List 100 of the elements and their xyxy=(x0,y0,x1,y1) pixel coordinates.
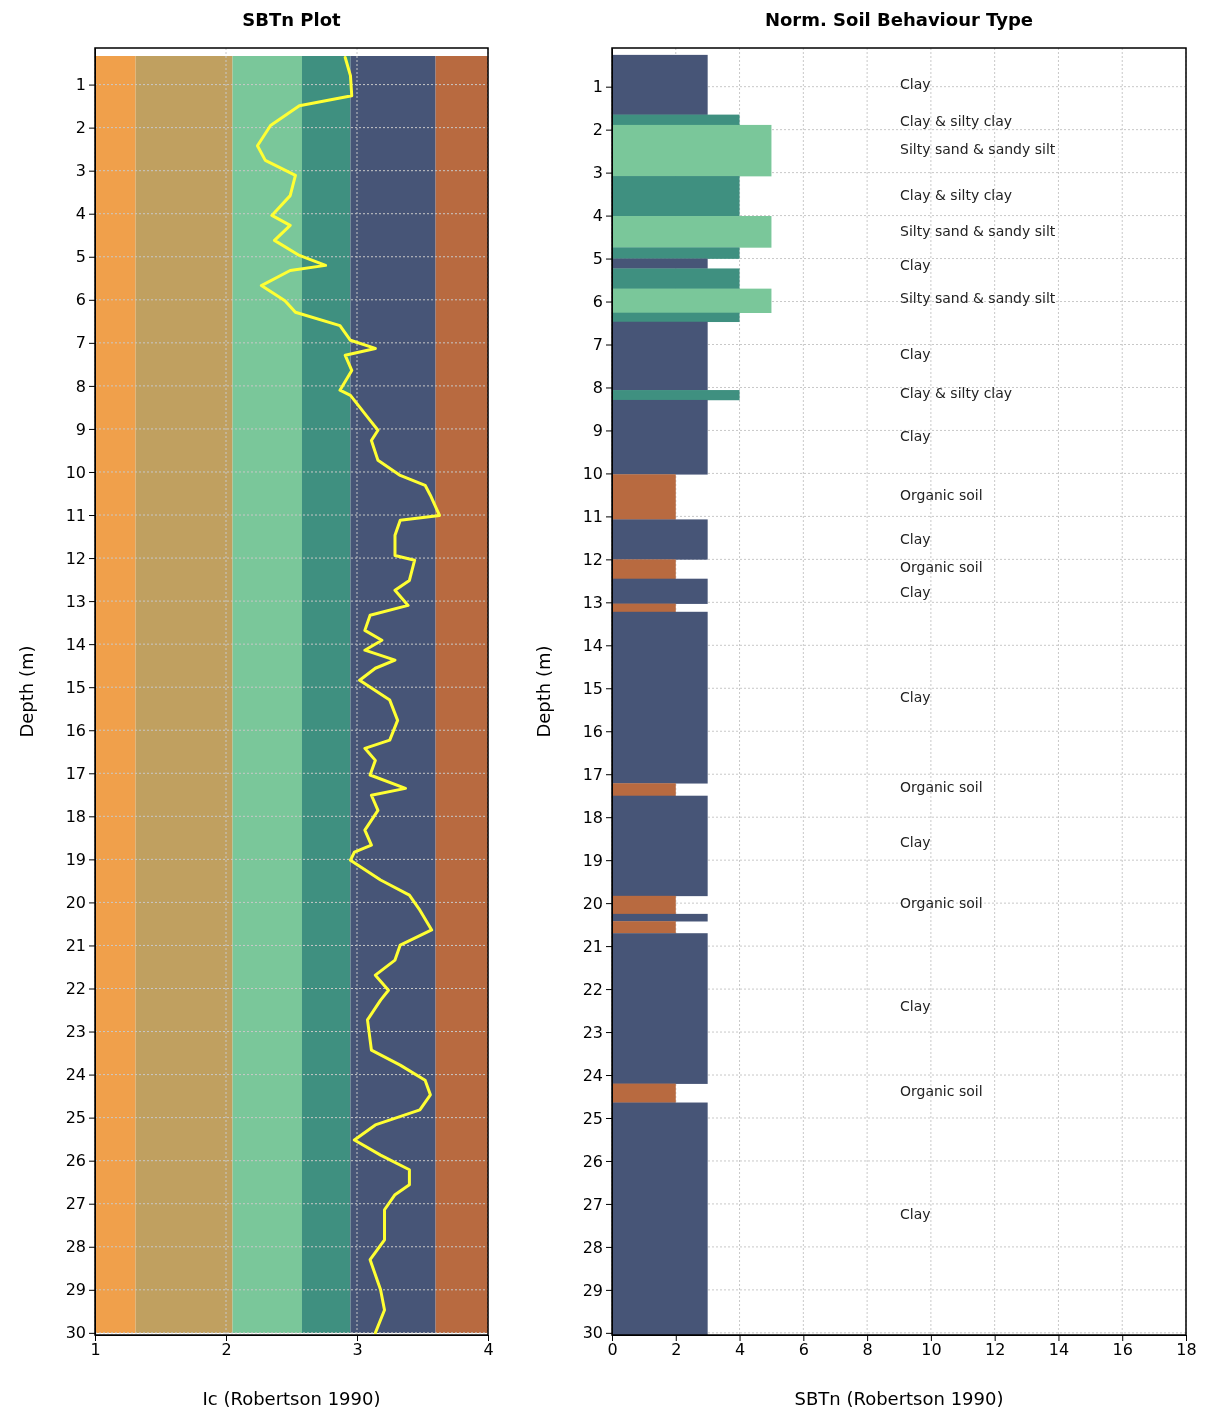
y-tick-label: 17 xyxy=(65,763,86,783)
y-tick-label: 9 xyxy=(75,419,86,439)
y-tick-label: 19 xyxy=(582,850,603,870)
y-tick-label: 13 xyxy=(582,592,603,612)
annotation: Clay & silty clay xyxy=(900,113,1013,129)
y-tick-label: 27 xyxy=(582,1194,603,1214)
y-tick-label: 13 xyxy=(65,591,86,611)
x-tick-label: 2 xyxy=(671,1340,682,1360)
y-tick-label: 26 xyxy=(65,1151,86,1171)
y-tick-label: 2 xyxy=(75,118,86,138)
y-tick-label: 18 xyxy=(582,807,603,827)
y-tick-label: 20 xyxy=(582,893,603,913)
y-tick-label: 25 xyxy=(582,1108,603,1128)
bar xyxy=(612,288,772,314)
y-tick-label: 30 xyxy=(65,1323,86,1343)
annotation: Clay xyxy=(900,531,931,547)
x-tick-label: 14 xyxy=(1048,1340,1070,1360)
x-axis-title: SBTn (Robertson 1990) xyxy=(794,1388,1004,1409)
y-tick-label: 25 xyxy=(65,1108,86,1128)
x-tick-label: 16 xyxy=(1112,1340,1133,1360)
y-tick-label: 19 xyxy=(65,849,86,869)
y-tick-label: 3 xyxy=(592,163,603,183)
y-tick-label: 3 xyxy=(75,161,86,181)
y-tick-label: 14 xyxy=(65,634,86,654)
y-tick-label: 16 xyxy=(65,720,86,740)
y-tick-label: 18 xyxy=(65,806,86,826)
y-tick-label: 5 xyxy=(75,247,86,267)
y-tick-label: 20 xyxy=(65,893,86,913)
annotation: Clay xyxy=(900,998,931,1014)
chart-title: Norm. Soil Behaviour Type xyxy=(764,9,1034,30)
y-tick-label: 6 xyxy=(75,290,86,310)
y-tick-label: 22 xyxy=(65,979,86,999)
annotation: Organic soil xyxy=(900,487,983,503)
line-series xyxy=(255,55,442,1335)
x-tick-label: 18 xyxy=(1176,1340,1197,1360)
y-tick-label: 4 xyxy=(75,204,86,224)
y-tick-label: 21 xyxy=(582,936,603,956)
x-tick-label: 12 xyxy=(984,1340,1006,1360)
x-tick-label: 4 xyxy=(734,1340,746,1360)
y-tick-label: 8 xyxy=(75,376,86,396)
y-tick-label: 26 xyxy=(582,1151,603,1171)
y-tick-label: 4 xyxy=(592,206,603,226)
y-tick-label: 16 xyxy=(582,721,603,741)
y-tick-label: 1 xyxy=(592,77,603,97)
y-tick-label: 30 xyxy=(582,1323,603,1343)
y-tick-label: 7 xyxy=(592,335,603,355)
x-tick-label: 1 xyxy=(90,1340,101,1360)
x-tick-label: 2 xyxy=(221,1340,232,1360)
y-axis-title: Depth (m) xyxy=(16,645,37,738)
y-tick-label: 11 xyxy=(582,507,603,527)
annotation: Clay & silty clay xyxy=(900,385,1013,401)
y-tick-label: 17 xyxy=(582,764,603,784)
y-tick-label: 12 xyxy=(65,548,86,568)
y-tick-label: 12 xyxy=(582,549,603,569)
annotation: Clay & silty clay xyxy=(900,187,1013,203)
chart-title: SBTn Plot xyxy=(242,9,342,30)
bar xyxy=(612,578,708,604)
annotation: Clay xyxy=(900,257,931,273)
y-tick-label: 23 xyxy=(65,1022,86,1042)
y-tick-label: 6 xyxy=(592,292,603,312)
y-tick-label: 10 xyxy=(582,464,603,484)
annotation: Clay xyxy=(900,346,931,362)
y-tick-label: 8 xyxy=(592,378,603,398)
y-tick-label: 7 xyxy=(75,333,86,353)
y-tick-label: 22 xyxy=(582,979,603,999)
annotation: Clay xyxy=(900,689,931,705)
annotation: Organic soil xyxy=(900,1083,983,1099)
y-tick-label: 24 xyxy=(65,1065,86,1085)
y-tick-label: 15 xyxy=(582,678,603,698)
annotation: Clay xyxy=(900,76,931,92)
annotation: Silty sand & sandy silt xyxy=(900,290,1056,306)
x-tick-label: 4 xyxy=(483,1340,494,1360)
annotation: Silty sand & sandy silt xyxy=(900,141,1056,157)
x-axis-title: Ic (Robertson 1990) xyxy=(202,1388,381,1409)
annotation: Clay xyxy=(900,428,931,444)
x-tick-label: 3 xyxy=(352,1340,363,1360)
annotation: Clay xyxy=(900,1206,931,1222)
annotation: Silty sand & sandy silt xyxy=(900,223,1056,239)
y-tick-label: 11 xyxy=(65,505,86,525)
y-axis-title: Depth (m) xyxy=(533,645,554,738)
y-tick-label: 24 xyxy=(582,1065,603,1085)
x-tick-label: 6 xyxy=(798,1340,809,1360)
annotation: Organic soil xyxy=(900,559,983,575)
x-tick-label: 0 xyxy=(607,1340,618,1360)
y-tick-label: 29 xyxy=(65,1280,86,1300)
y-tick-label: 15 xyxy=(65,677,86,697)
y-tick-label: 28 xyxy=(65,1237,86,1257)
annotation: Organic soil xyxy=(900,779,983,795)
y-tick-label: 1 xyxy=(75,75,86,95)
y-tick-label: 2 xyxy=(592,120,603,140)
y-tick-label: 9 xyxy=(592,421,603,441)
y-tick-label: 10 xyxy=(65,462,86,482)
x-tick-label: 8 xyxy=(862,1340,873,1360)
y-tick-label: 29 xyxy=(582,1280,603,1300)
annotation: Organic soil xyxy=(900,895,983,911)
y-tick-label: 28 xyxy=(582,1237,603,1257)
x-tick-label: 10 xyxy=(921,1340,942,1360)
y-tick-label: 27 xyxy=(65,1194,86,1214)
annotation: Clay xyxy=(900,834,931,850)
y-tick-label: 5 xyxy=(592,249,603,269)
